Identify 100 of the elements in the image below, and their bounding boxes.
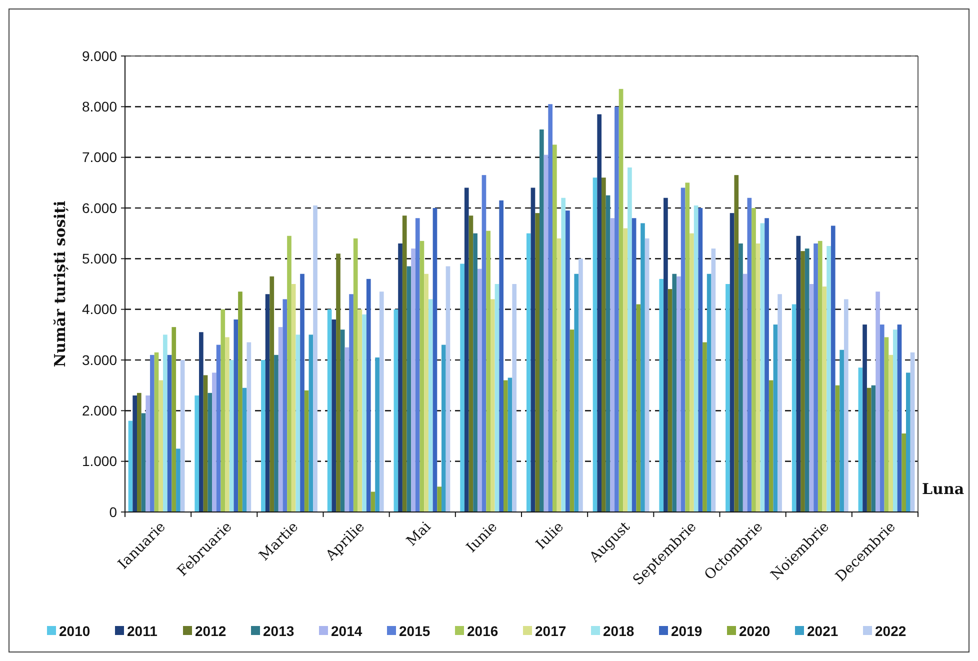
y-tick-label: 9.000 [82,48,118,64]
bar [304,390,309,512]
bar [212,372,216,512]
bar [822,286,827,512]
bar [578,258,583,512]
bar [366,278,371,512]
bar [606,195,610,512]
bar [706,274,712,512]
bar [415,218,420,512]
bar [477,268,482,512]
bar [473,233,478,512]
bar [530,188,536,512]
bar [830,226,836,512]
bar [760,223,765,512]
bar [494,284,500,512]
bar [535,213,540,512]
bar [379,292,384,512]
bar [270,276,274,512]
legend-label: 2012 [195,622,226,639]
bar [768,380,774,512]
bar [902,433,906,512]
bar [876,292,880,512]
bar [154,352,159,512]
bar [623,228,628,512]
legend-label: 2015 [399,622,430,639]
bar [618,88,624,512]
legend-label: 2021 [807,622,838,639]
y-tick-label: 8.000 [82,98,118,115]
bar [358,309,362,512]
bar [136,392,142,512]
y-tick-label: 4.000 [82,301,118,318]
bar [685,182,690,512]
bar [552,144,557,512]
bar [884,337,889,512]
bar [246,342,252,512]
bar [336,254,340,512]
bar [814,243,818,512]
bar [680,188,686,512]
bar [340,330,345,512]
bar [208,392,212,512]
bar [764,218,769,512]
bar [332,319,336,512]
bar [460,264,464,512]
bar [216,344,221,512]
y-tick-label: 0 [109,504,118,520]
y-tick-label: 2.000 [82,402,118,419]
bar [602,178,606,512]
legend-label: 2020 [739,622,770,639]
bar [486,230,490,512]
bar [826,246,831,512]
bar [300,274,304,512]
legend-label: 2010 [59,622,90,639]
bar [796,236,801,512]
bar [734,175,739,512]
bar [804,248,810,512]
bar [778,294,782,512]
bar [437,486,442,512]
bar [574,274,579,512]
bar [628,167,632,512]
bar [327,309,332,512]
bar [730,213,734,512]
legend-label: 2016 [467,622,498,639]
bar [370,492,376,512]
bar [659,278,664,512]
bar [291,284,296,512]
bar [146,395,150,512]
bar [375,357,380,512]
bar [636,304,641,512]
bar [835,385,840,512]
bar [726,284,730,512]
bar [441,344,446,512]
bar [394,309,398,512]
bar [490,299,495,512]
bar [172,327,176,512]
bar [282,299,288,512]
bar [747,198,752,512]
bar [238,292,242,512]
bar [556,238,562,512]
bar [167,354,172,512]
bar [234,319,238,512]
bar [566,210,570,512]
bar [888,354,893,512]
bar [897,324,902,512]
legend-label: 2019 [671,622,702,639]
bar [614,106,619,512]
legend-label: 2018 [603,622,634,639]
y-tick-label: 1.000 [82,453,118,470]
bar [632,218,636,512]
bar [428,299,433,512]
bar [406,266,412,512]
bar [278,327,283,512]
bar [163,334,168,512]
bar [840,350,844,512]
bar [420,240,424,512]
bar [640,223,645,512]
bar [402,216,407,512]
y-axis-title: Număr turiști sosiți [51,200,69,368]
bar [432,208,438,512]
bar [141,413,146,512]
bar [229,360,234,512]
